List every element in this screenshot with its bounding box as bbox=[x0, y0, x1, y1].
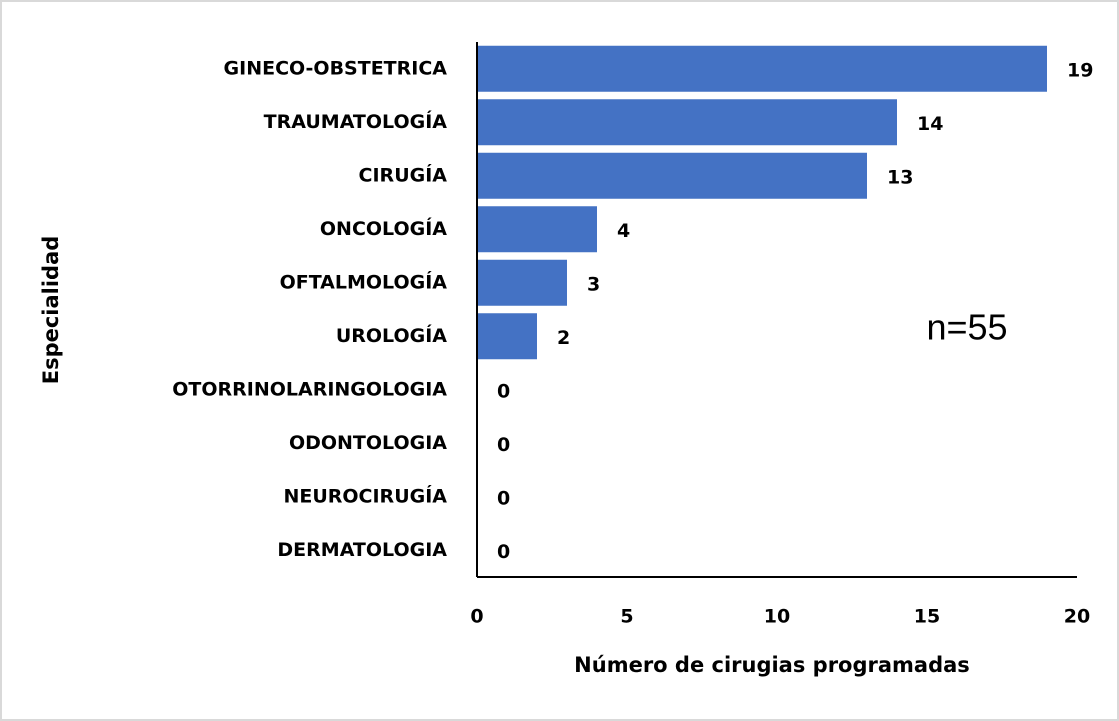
bar bbox=[477, 259, 567, 306]
y-tick-label: CIRUGÍA bbox=[359, 163, 448, 186]
bar bbox=[477, 313, 537, 360]
value-label: 0 bbox=[497, 380, 510, 402]
value-label: 19 bbox=[1067, 59, 1093, 81]
value-label: 14 bbox=[917, 113, 943, 135]
value-label: 0 bbox=[497, 541, 510, 563]
y-tick-label: ONCOLOGÍA bbox=[320, 217, 447, 240]
y-tick-label: UROLOGÍA bbox=[336, 324, 447, 347]
y-tick-label: GINECO-OBSTETRICA bbox=[224, 57, 448, 79]
y-tick-label: OFTALMOLOGÍA bbox=[280, 270, 448, 293]
y-tick-label: DERMATOLOGIA bbox=[277, 539, 447, 561]
value-label: 3 bbox=[587, 273, 600, 295]
y-axis-label: Especialidad bbox=[39, 236, 63, 385]
bar bbox=[477, 99, 897, 146]
annotation: n=55 bbox=[926, 307, 1007, 348]
y-tick-label: NEUROCIRUGÍA bbox=[283, 484, 447, 507]
y-tick-label: OTORRINOLARINGOLOGIA bbox=[172, 378, 447, 400]
bar bbox=[477, 152, 867, 199]
x-tick-label: 5 bbox=[620, 606, 633, 628]
x-tick-label: 10 bbox=[764, 606, 790, 628]
value-label: 0 bbox=[497, 487, 510, 509]
x-tick-label: 15 bbox=[914, 606, 940, 628]
y-tick-label: TRAUMATOLOGÍA bbox=[264, 110, 448, 133]
y-tick-label: ODONTOLOGIA bbox=[289, 432, 447, 454]
value-label: 2 bbox=[557, 327, 570, 349]
x-tick-label: 20 bbox=[1064, 606, 1090, 628]
bar bbox=[477, 206, 597, 253]
bar bbox=[477, 45, 1047, 92]
value-label: 0 bbox=[497, 434, 510, 456]
value-label: 4 bbox=[617, 220, 630, 242]
value-label: 13 bbox=[887, 166, 913, 188]
x-tick-label: 0 bbox=[470, 606, 483, 628]
x-axis-label: Número de cirugias programadas bbox=[574, 653, 970, 677]
